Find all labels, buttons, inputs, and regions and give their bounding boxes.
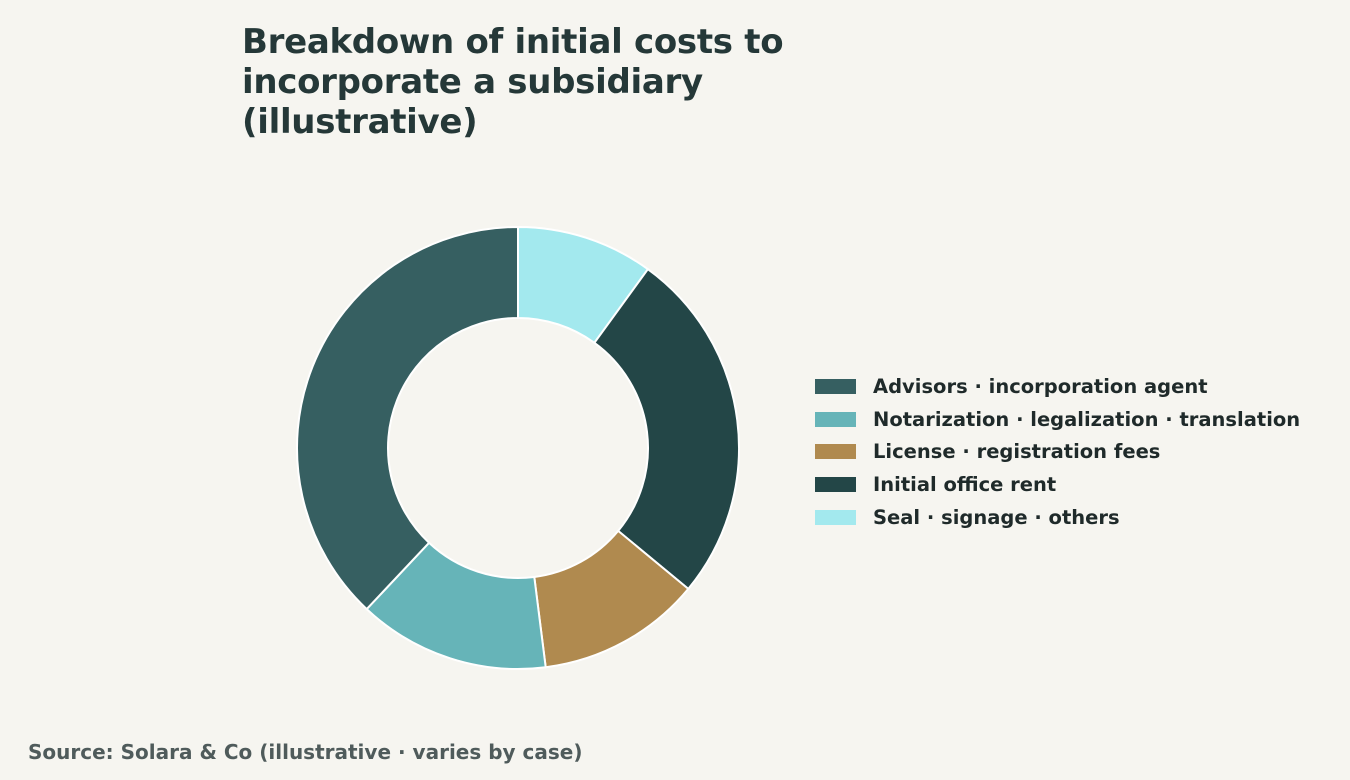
- legend-item-license-registration-fees[interactable]: License · registration fees: [815, 435, 1300, 468]
- legend-item-notarization-legalization-translation[interactable]: Notarization · legalization · translatio…: [815, 403, 1300, 436]
- legend-swatch: [815, 509, 856, 525]
- donut-slice-advisors-incorporation-agent[interactable]: [296, 225, 519, 611]
- legend-label: Notarization · legalization · translatio…: [873, 407, 1301, 431]
- chart-legend: Advisors · incorporation agent Notarizati…: [815, 370, 1300, 533]
- legend-item-seal-signage-others[interactable]: Seal · signage · others: [815, 501, 1300, 534]
- legend-swatch: [815, 411, 856, 427]
- legend-swatch: [815, 476, 856, 492]
- legend-item-initial-office-rent[interactable]: Initial office rent: [815, 468, 1300, 501]
- donut-slices: [296, 225, 740, 670]
- chart-title: Breakdown of initial costs to incorporat…: [242, 22, 784, 142]
- donut-slice-initial-office-rent[interactable]: [593, 267, 740, 591]
- legend-item-advisors-incorporation-agent[interactable]: Advisors · incorporation agent: [815, 370, 1300, 403]
- legend-label: Advisors · incorporation agent: [873, 374, 1208, 398]
- legend-swatch: [815, 378, 856, 394]
- legend-label: License · registration fees: [873, 440, 1161, 464]
- legend-label: Initial office rent: [873, 472, 1057, 496]
- legend-swatch: [815, 444, 856, 460]
- legend-label: Seal · signage · others: [873, 505, 1120, 529]
- source-note: Source: Solara & Co (illustrative · vari…: [28, 740, 583, 764]
